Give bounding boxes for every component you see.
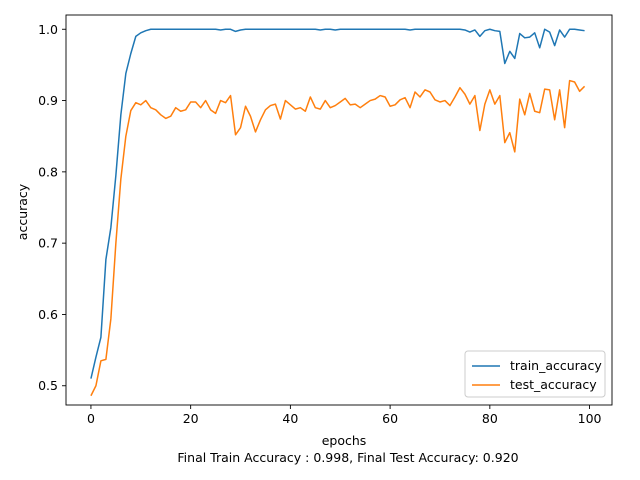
x-tick-label: 80 (482, 411, 498, 426)
footer-caption: Final Train Accuracy : 0.998, Final Test… (177, 450, 518, 465)
y-axis-label: accuracy (15, 183, 30, 240)
plot-area (90, 28, 586, 397)
plot-frame (65, 14, 613, 406)
series-line-test-accuracy (90, 79, 586, 397)
y-tick-label: 0.7 (38, 236, 58, 251)
y-tick-label: 0.9 (38, 93, 58, 108)
x-tick-label: 60 (382, 411, 398, 426)
x-axis-label: epochs (322, 433, 367, 448)
x-tick-label: 100 (578, 411, 602, 426)
legend-label-test: test_accuracy (510, 377, 597, 392)
x-tick-label: 20 (183, 411, 199, 426)
y-tick-label: 0.6 (38, 307, 58, 322)
x-tick-label: 0 (87, 411, 95, 426)
y-tick-label: 1.0 (38, 22, 58, 37)
series-line-train-accuracy (90, 28, 585, 379)
y-tick-label: 0.8 (38, 164, 58, 179)
x-tick-label: 40 (282, 411, 298, 426)
ticks-layer: 0 20 40 60 80 100 0.5 0.6 0.7 0.8 0.9 1.0 (38, 22, 601, 426)
y-tick-label: 0.5 (38, 378, 58, 393)
legend-label-train: train_accuracy (510, 358, 602, 373)
series-layer (90, 28, 586, 397)
legend: train_accuracy test_accuracy (464, 350, 606, 398)
